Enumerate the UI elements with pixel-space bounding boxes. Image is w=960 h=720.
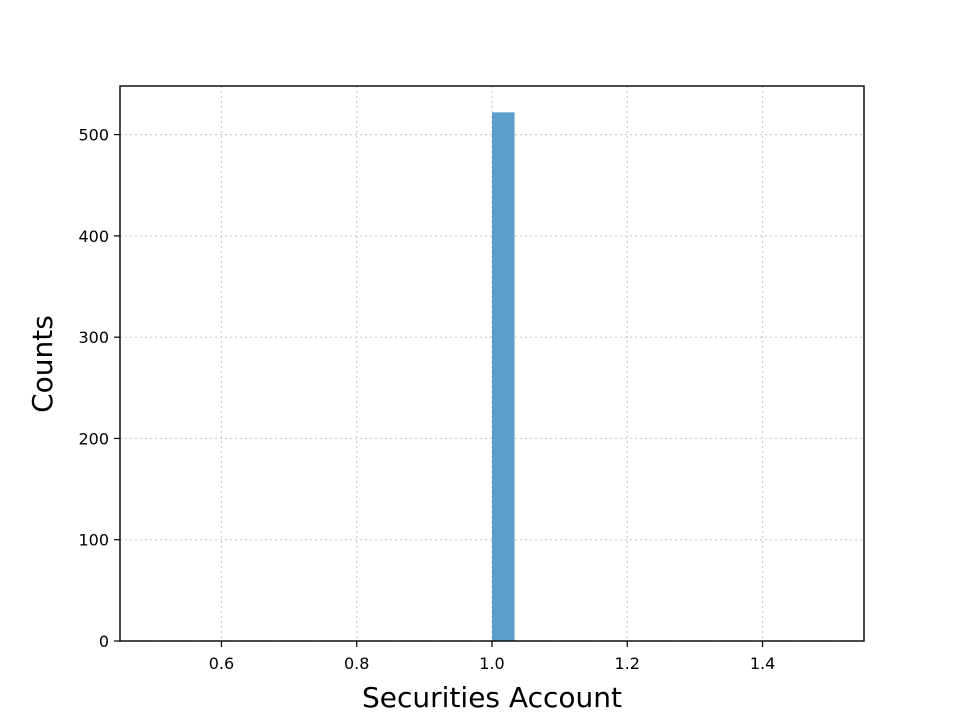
- y-tick-label: 200: [78, 429, 109, 448]
- y-axis-title: Counts: [26, 315, 59, 413]
- y-tick-label: 400: [78, 227, 109, 246]
- x-axis-ticks: 0.6 0.8 1.0 1.2 1.4: [209, 641, 775, 673]
- x-tick-label: 1.2: [615, 654, 640, 673]
- y-tick-label: 100: [78, 531, 109, 550]
- x-tick-label: 0.8: [344, 654, 369, 673]
- y-tick-label: 500: [78, 126, 109, 145]
- y-tick-label: 0: [99, 632, 109, 651]
- x-axis-title: Securities Account: [362, 681, 622, 714]
- bar-layer: [492, 112, 515, 642]
- x-tick-label: 1.0: [479, 654, 504, 673]
- y-tick-label: 300: [78, 328, 109, 347]
- x-tick-label: 0.6: [209, 654, 234, 673]
- y-axis-ticks: 0 100 200 300 400 500: [78, 126, 120, 651]
- x-tick-label: 1.4: [750, 654, 775, 673]
- histogram-bar: [492, 112, 515, 642]
